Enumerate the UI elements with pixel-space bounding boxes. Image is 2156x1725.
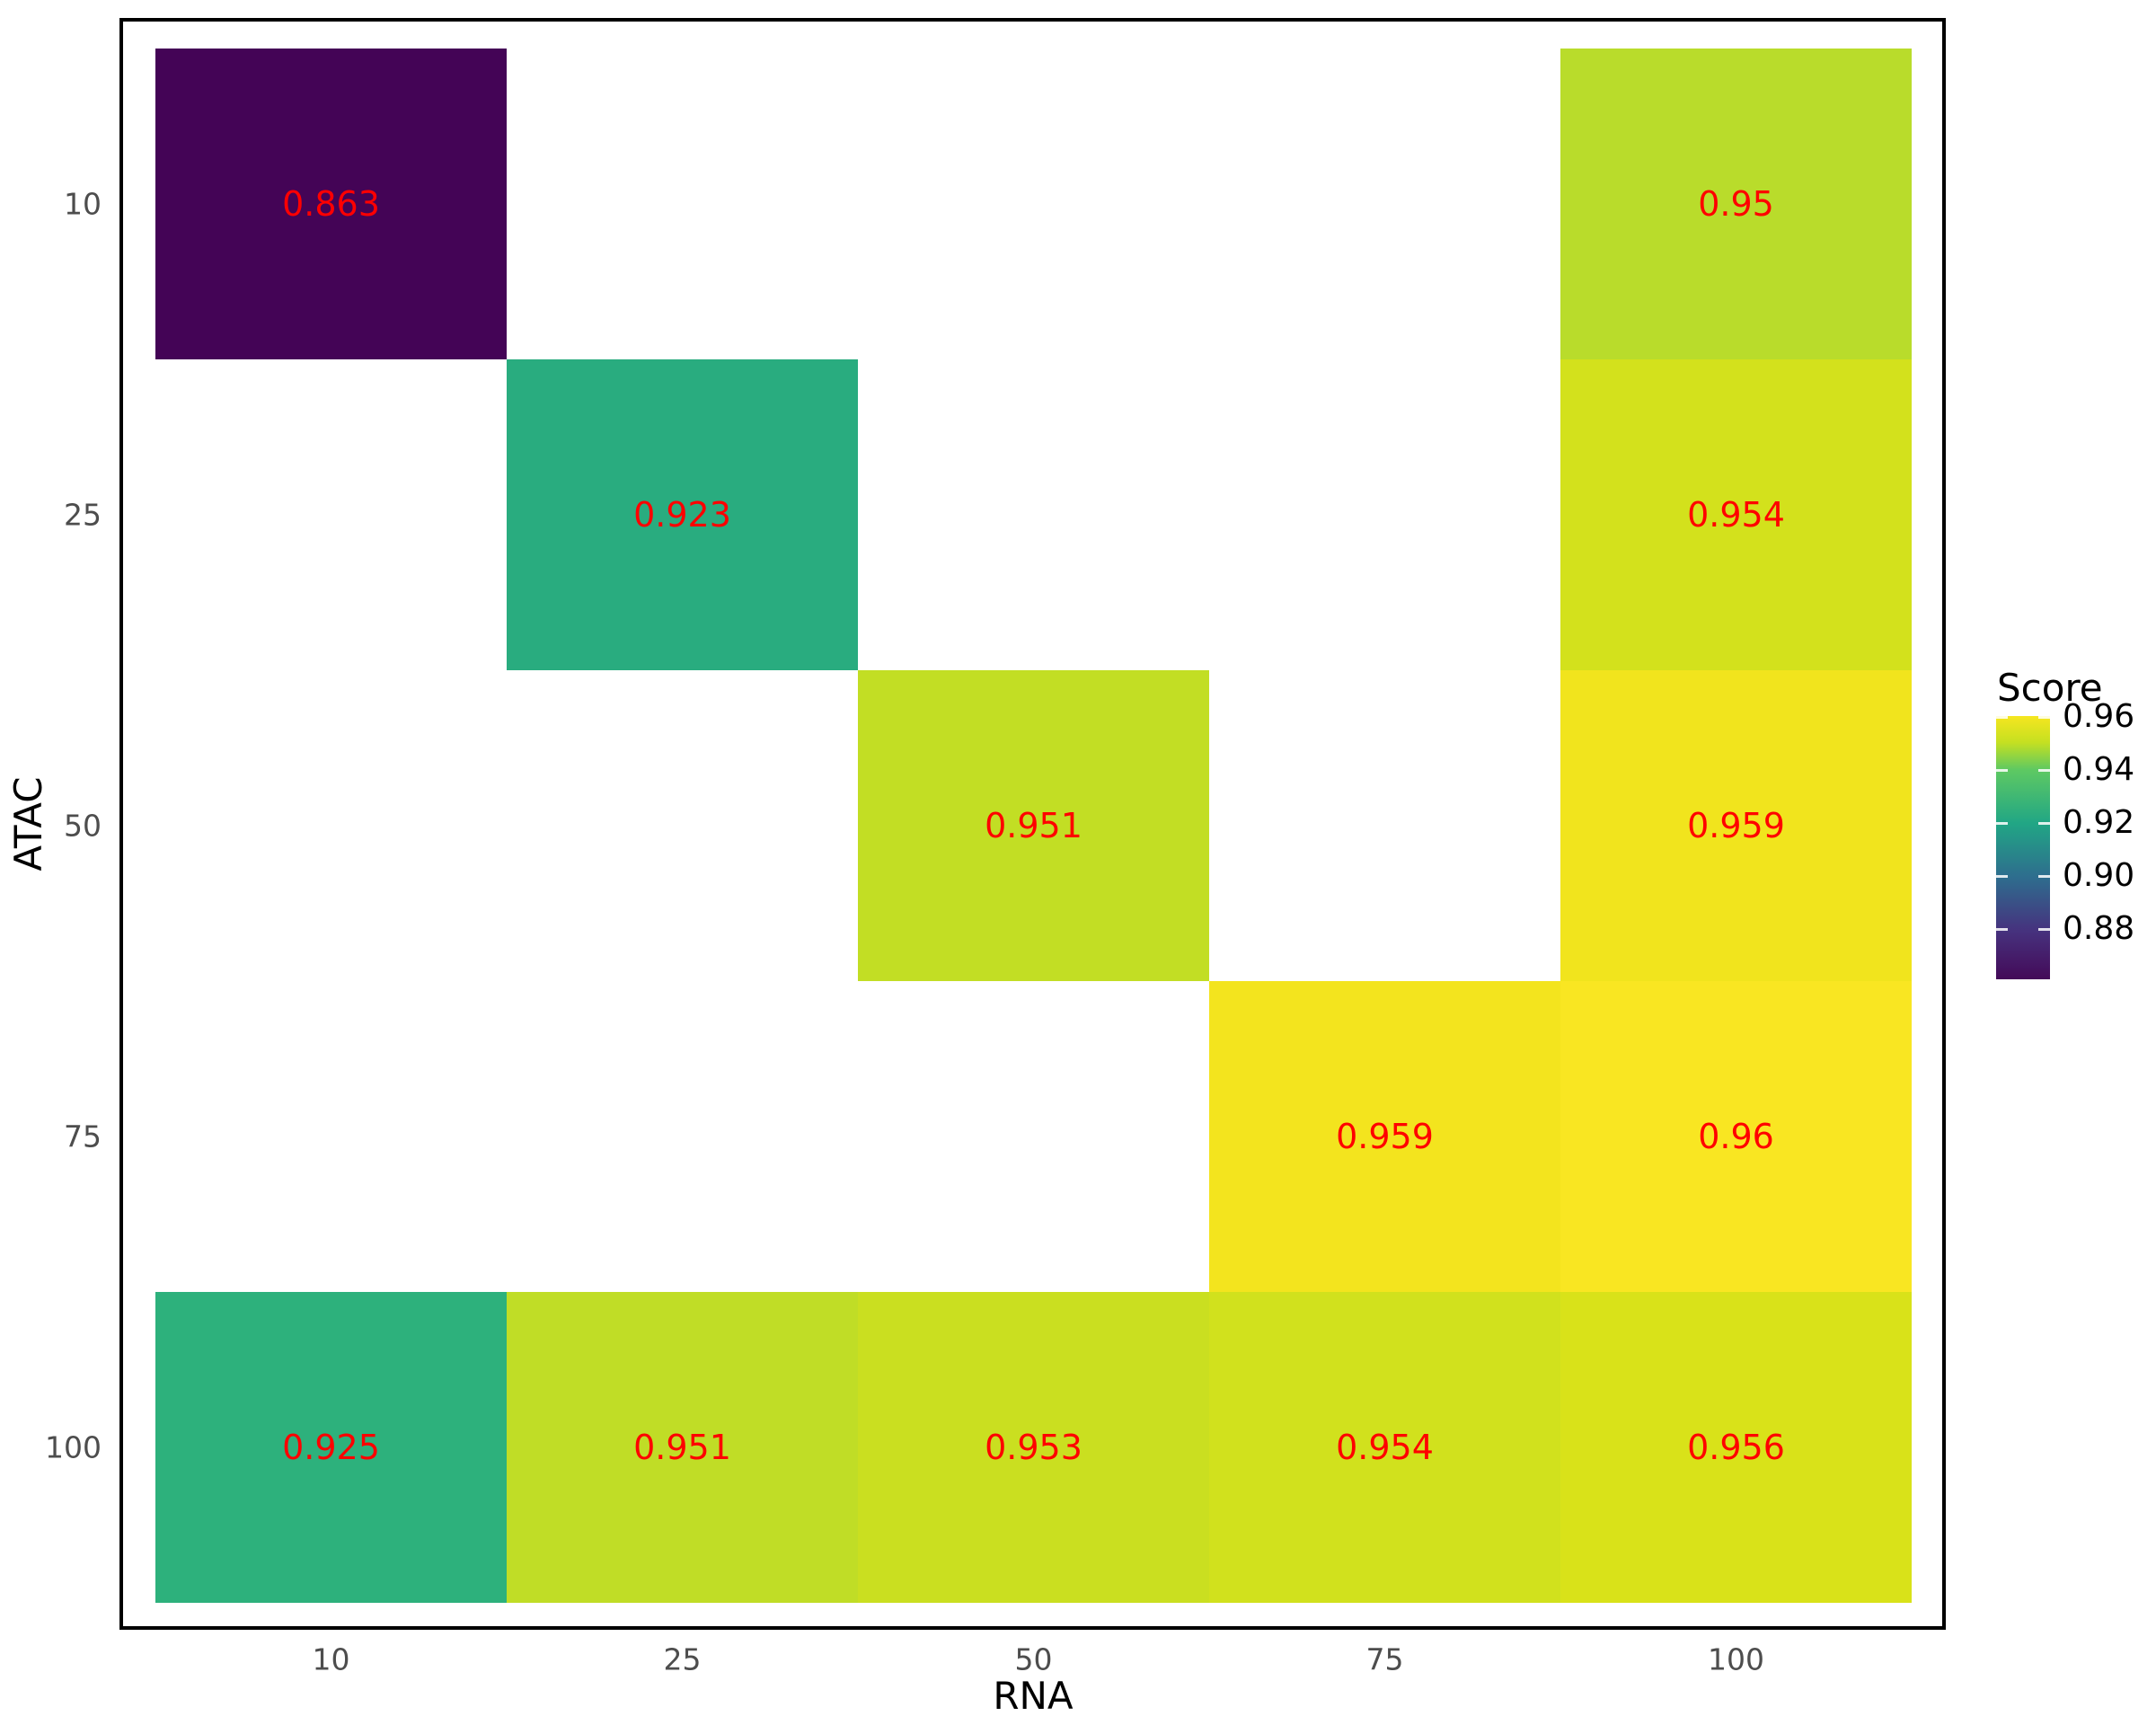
cell-value-label: 0.96 (1698, 1117, 1774, 1156)
cell-value-label: 0.953 (985, 1428, 1082, 1467)
legend-tick-mark (2038, 822, 2050, 825)
cell-value-label: 0.959 (1687, 806, 1785, 845)
x-tick-label: 100 (1708, 1641, 1764, 1677)
y-axis-title: ATAC (6, 776, 50, 871)
legend-tick-label: 0.94 (2063, 751, 2135, 788)
x-tick-label: 10 (312, 1641, 350, 1677)
heatmap-cell: 0.956 (1560, 1292, 1912, 1603)
legend-tick-mark (1996, 716, 2008, 719)
cell-value-label: 0.951 (633, 1428, 731, 1467)
cell-value-label: 0.863 (282, 184, 380, 224)
legend-tick-mark (1996, 769, 2008, 772)
cell-value-label: 0.956 (1687, 1428, 1785, 1467)
legend-tick-label: 0.92 (2063, 804, 2135, 841)
heatmap-cell: 0.954 (1209, 1292, 1560, 1603)
cell-value-label: 0.925 (282, 1428, 380, 1467)
heatmap-cell: 0.953 (858, 1292, 1209, 1603)
legend-colorbar (1996, 716, 2050, 979)
heatmap-cell: 0.951 (858, 670, 1209, 981)
y-tick-label: 50 (64, 808, 102, 844)
legend-tick-mark (2038, 928, 2050, 931)
y-tick-label: 75 (64, 1119, 102, 1154)
legend-tick-mark (2038, 875, 2050, 878)
heatmap-cell: 0.96 (1560, 981, 1912, 1292)
legend-tick-mark (1996, 928, 2008, 931)
legend-tick-mark (1996, 875, 2008, 878)
heatmap-cell: 0.863 (155, 49, 507, 359)
cell-value-label: 0.959 (1336, 1117, 1434, 1156)
heatmap-cell: 0.923 (507, 359, 858, 670)
cell-value-label: 0.954 (1336, 1428, 1434, 1467)
y-tick-label: 100 (45, 1429, 102, 1465)
x-tick-label: 50 (1014, 1641, 1053, 1677)
heatmap-cell: 0.925 (155, 1292, 507, 1603)
heatmap-cell: 0.95 (1560, 49, 1912, 359)
legend-tick-mark (1996, 822, 2008, 825)
cell-value-label: 0.95 (1698, 184, 1774, 224)
heatmap-cell: 0.959 (1209, 981, 1560, 1292)
y-tick-label: 25 (64, 497, 102, 533)
legend-tick-label: 0.90 (2063, 857, 2135, 894)
heatmap-cell: 0.951 (507, 1292, 858, 1603)
legend-tick-label: 0.96 (2063, 698, 2135, 735)
cell-value-label: 0.954 (1687, 495, 1785, 535)
y-tick-label: 10 (64, 186, 102, 222)
legend-tick-label: 0.88 (2063, 910, 2135, 947)
heatmap-cell: 0.959 (1560, 670, 1912, 981)
legend-tick-mark (2038, 716, 2050, 719)
legend-tick-mark (2038, 769, 2050, 772)
legend-title: Score (1997, 666, 2103, 710)
cell-value-label: 0.951 (985, 806, 1082, 845)
cell-value-label: 0.923 (633, 495, 731, 535)
x-axis-title: RNA (993, 1674, 1074, 1718)
x-tick-label: 25 (663, 1641, 702, 1677)
x-tick-label: 75 (1365, 1641, 1404, 1677)
heatmap-cell: 0.954 (1560, 359, 1912, 670)
